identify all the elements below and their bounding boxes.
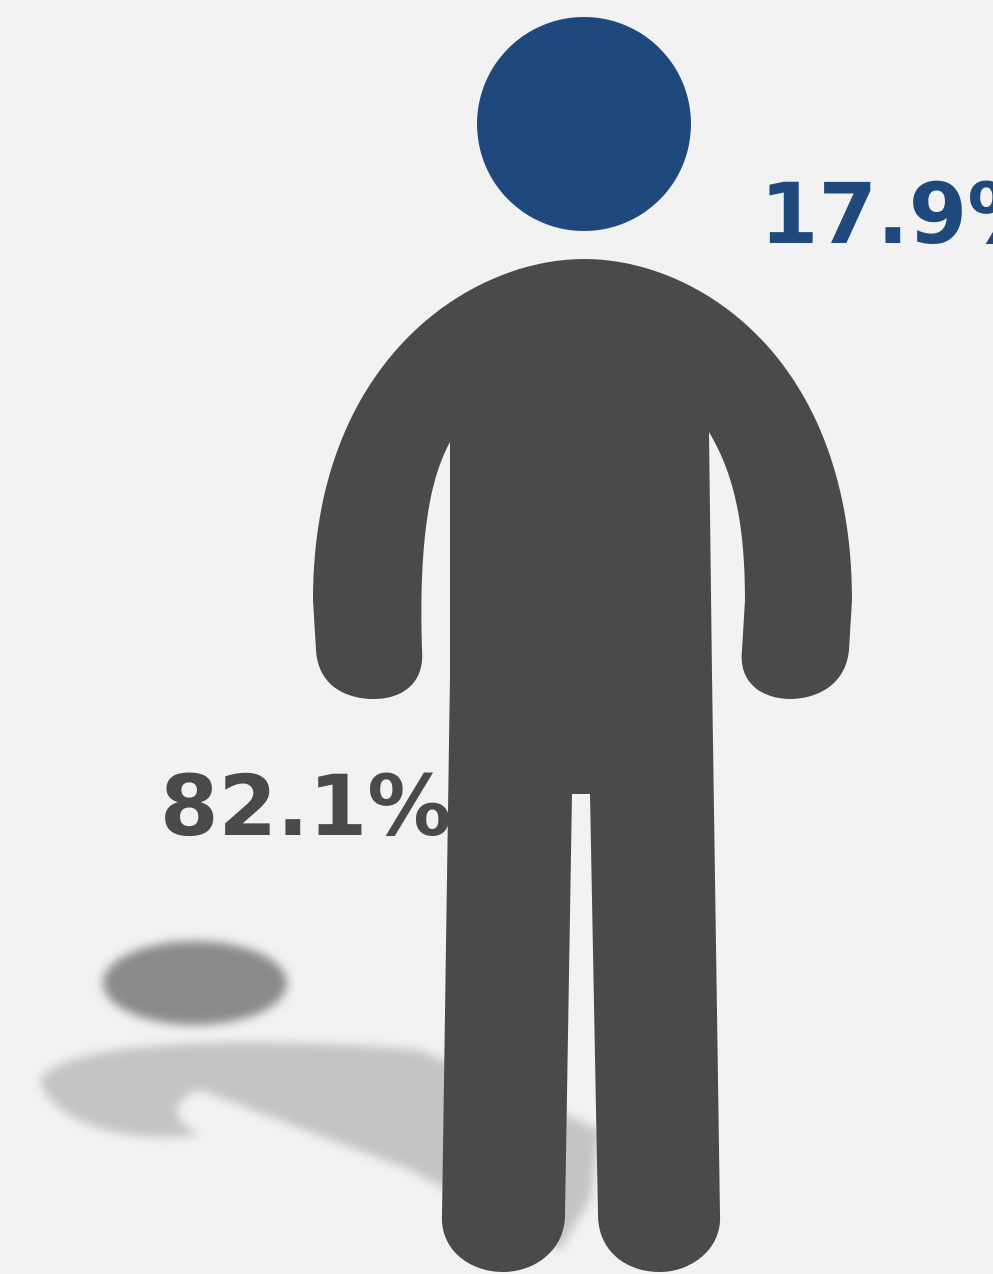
value-label: 17.9% bbox=[760, 165, 993, 263]
value-label: 82.1% bbox=[160, 757, 451, 855]
